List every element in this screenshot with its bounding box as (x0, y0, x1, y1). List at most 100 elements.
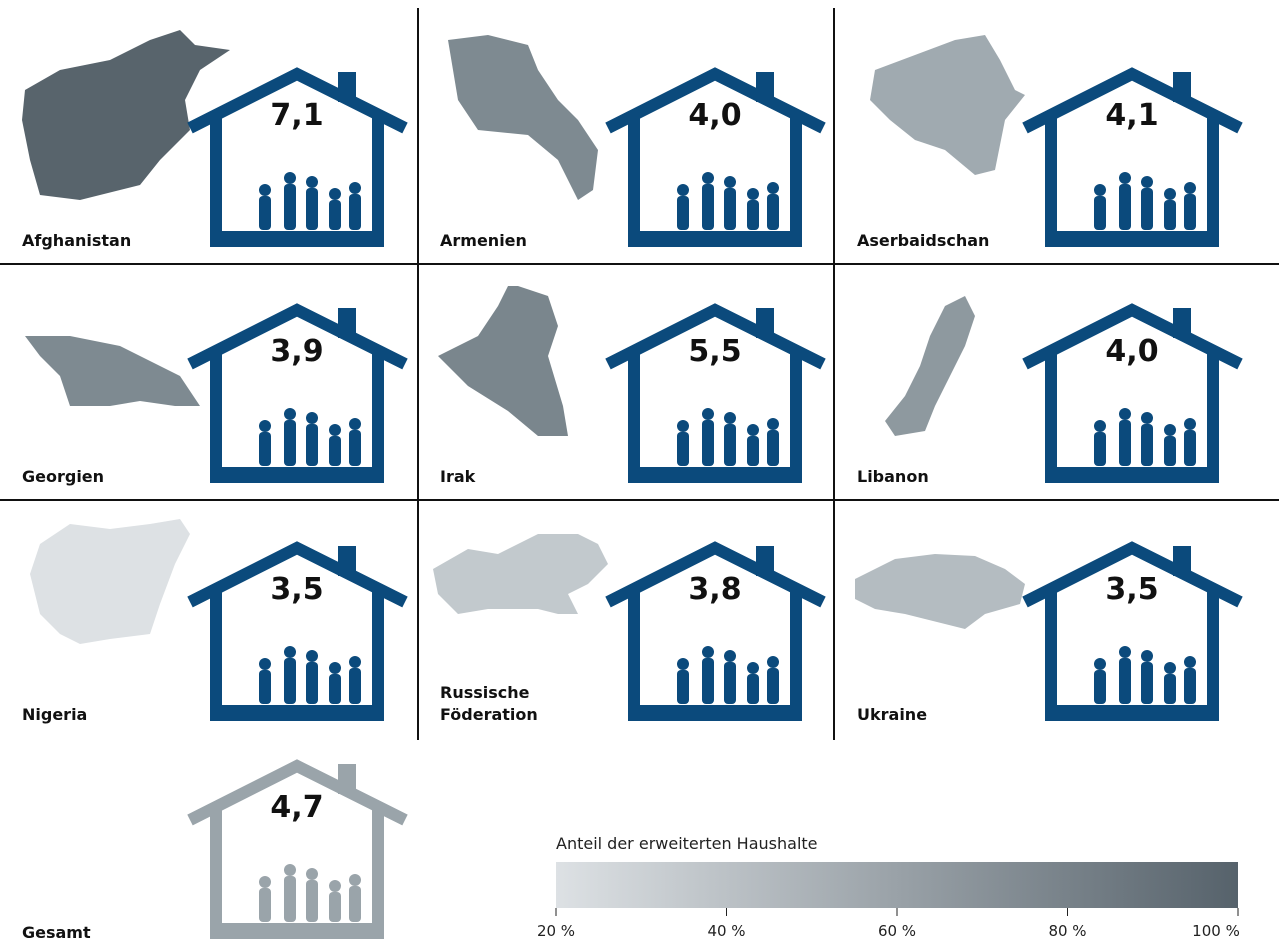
figure (702, 408, 714, 420)
floor (628, 705, 802, 721)
house (187, 67, 408, 247)
figure (1164, 424, 1176, 436)
figure (677, 184, 689, 196)
figure (306, 662, 318, 704)
figure (747, 436, 759, 466)
figure (747, 662, 759, 674)
figure (1184, 656, 1196, 668)
roof (187, 541, 408, 608)
legend-tick-label: 80 % (1048, 922, 1087, 940)
country-name: Ukraine (857, 705, 928, 724)
figure (702, 172, 714, 184)
country-shape (885, 296, 975, 436)
house (187, 541, 408, 721)
figure (724, 176, 736, 188)
figure (1141, 424, 1153, 466)
figure (259, 432, 271, 466)
figure (1119, 420, 1131, 466)
chimney (338, 72, 356, 102)
figure (284, 184, 296, 230)
floor (628, 231, 802, 247)
figure (1164, 188, 1176, 200)
figure (1119, 408, 1131, 420)
figure (284, 420, 296, 466)
figure (1094, 670, 1106, 704)
value: 4,7 (270, 790, 324, 825)
figure (284, 658, 296, 704)
figure (306, 424, 318, 466)
figure (329, 662, 341, 674)
value: 3,9 (270, 334, 324, 369)
floor (210, 231, 384, 247)
legend-title: Anteil der erweiterten Haushalte (556, 834, 818, 853)
roof (605, 541, 826, 608)
figure (349, 668, 361, 704)
chimney (1173, 72, 1191, 102)
figure (702, 184, 714, 230)
figure (349, 430, 361, 466)
figure (284, 172, 296, 184)
figure (1184, 418, 1196, 430)
figure (284, 408, 296, 420)
country-name: Libanon (857, 467, 929, 486)
house (1022, 67, 1243, 247)
legend-tick-label: 100 % (1192, 922, 1240, 940)
country-name: Aserbaidschan (857, 231, 990, 250)
figure (1094, 432, 1106, 466)
figure (1094, 184, 1106, 196)
floor (210, 705, 384, 721)
figure (329, 424, 341, 436)
figure (329, 674, 341, 704)
figure (677, 658, 689, 670)
figure (259, 184, 271, 196)
figure (747, 424, 759, 436)
country-name: Russische Föderation (440, 683, 538, 724)
figure (329, 436, 341, 466)
value: 4,0 (1105, 334, 1159, 369)
country-map (25, 336, 200, 406)
house (187, 759, 408, 939)
figure (259, 420, 271, 432)
country-name: Irak (440, 467, 476, 486)
figure (349, 874, 361, 886)
figure (1141, 662, 1153, 704)
figure (677, 670, 689, 704)
country-map (448, 35, 598, 200)
figure (259, 670, 271, 704)
country-shape (433, 534, 608, 614)
country-shape (22, 30, 230, 200)
house (605, 541, 826, 721)
country-shape (870, 35, 1025, 175)
figure (747, 674, 759, 704)
figure (306, 868, 318, 880)
figure (1141, 176, 1153, 188)
figure (677, 432, 689, 466)
floor (1045, 705, 1219, 721)
figure (747, 200, 759, 230)
figure (259, 196, 271, 230)
figure (259, 888, 271, 922)
country-shape (448, 35, 598, 200)
figure (329, 200, 341, 230)
figure (306, 176, 318, 188)
figure (1184, 194, 1196, 230)
figure (329, 188, 341, 200)
figure (767, 182, 779, 194)
figure (724, 424, 736, 466)
chimney (1173, 546, 1191, 576)
country-name: Afghanistan (22, 231, 132, 250)
figure (1141, 188, 1153, 230)
legend-bar (556, 862, 1238, 908)
figure (1164, 674, 1176, 704)
figure (724, 188, 736, 230)
floor (628, 467, 802, 483)
floor (210, 923, 384, 939)
legend-tick-label: 40 % (707, 922, 746, 940)
figure (747, 188, 759, 200)
figure (329, 892, 341, 922)
country-name: Nigeria (22, 705, 88, 724)
figure (349, 656, 361, 668)
country-map (433, 534, 608, 614)
